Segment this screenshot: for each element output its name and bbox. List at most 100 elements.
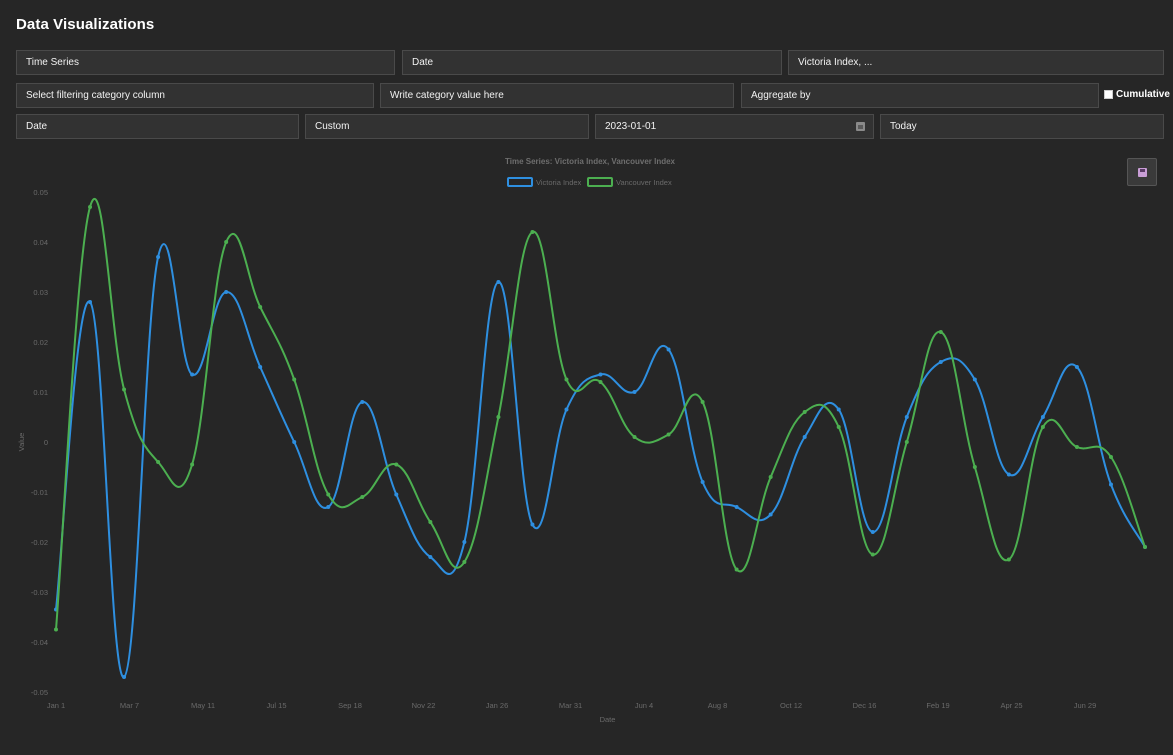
- y-columns-select[interactable]: Victoria Index, ...: [788, 50, 1164, 75]
- series-1-point: [870, 552, 875, 557]
- save-chart-button[interactable]: [1127, 158, 1157, 186]
- series-1-point: [972, 465, 977, 469]
- x-column-select[interactable]: Date: [402, 50, 782, 75]
- series-0-point: [734, 505, 739, 509]
- series-0-point: [496, 280, 501, 284]
- series-0-point: [1074, 365, 1079, 369]
- series-0-point: [802, 435, 807, 439]
- y-tick-label: 0.01: [33, 388, 48, 397]
- series-line-1: [55, 197, 1146, 630]
- x-tick-label: May 11: [191, 701, 215, 710]
- series-1-point: [1040, 425, 1045, 429]
- x-tick-label: Jun 4: [635, 701, 653, 710]
- cumulative-checkbox[interactable]: [1104, 90, 1113, 99]
- series-0-point: [972, 377, 977, 382]
- x-tick-label: Nov 22: [412, 701, 436, 710]
- series-0-point: [1006, 472, 1011, 477]
- series-0-point: [292, 440, 297, 444]
- series-1-point: [156, 460, 161, 464]
- y-tick-label: 0.02: [33, 338, 48, 347]
- series-0-point: [938, 360, 943, 364]
- series-0-point: [394, 492, 399, 497]
- series-0-point: [1108, 482, 1113, 487]
- series-0-point: [258, 365, 263, 369]
- series-1-point: [462, 560, 467, 564]
- cumulative-toggle[interactable]: Cumulative: [1104, 89, 1170, 100]
- series-1-point: [530, 230, 535, 234]
- legend-swatch-1: [587, 177, 613, 187]
- series-0-point: [530, 522, 535, 527]
- series-0-point: [190, 372, 195, 377]
- series-1-point: [292, 377, 297, 382]
- legend-label-0: Victoria Index: [536, 178, 582, 187]
- y-tick-label: 0.05: [33, 188, 48, 197]
- series-1-point: [1143, 545, 1147, 549]
- start-date-value: 2023-01-01: [605, 121, 657, 132]
- x-tick-label: Feb 19: [926, 701, 949, 710]
- x-tick-label: Jul 15: [266, 701, 286, 710]
- series-0-point: [156, 255, 161, 259]
- series-1-point: [122, 387, 127, 392]
- date-column-select[interactable]: Date: [16, 114, 299, 139]
- x-tick-label: Apr 25: [1000, 701, 1022, 710]
- series-1-point: [428, 520, 433, 524]
- y-tick-label: 0: [44, 438, 48, 447]
- series-0-point: [870, 530, 875, 534]
- series-1-point: [632, 435, 637, 439]
- series-1-point: [190, 462, 195, 467]
- series-1-point: [54, 627, 58, 632]
- series-0-point: [632, 390, 637, 394]
- series-1-point: [496, 415, 501, 419]
- series-0-point: [1040, 415, 1045, 419]
- chart-type-select[interactable]: Time Series: [16, 50, 395, 75]
- x-tick-label: Jun 29: [1074, 701, 1097, 710]
- series-1-point: [1108, 455, 1113, 459]
- series-0-point: [836, 407, 841, 412]
- series-1-point: [224, 240, 229, 244]
- series-0-point: [360, 400, 365, 404]
- y-tick-label: -0.04: [31, 638, 48, 647]
- series-1-point: [360, 495, 365, 499]
- series-0-point: [768, 512, 773, 517]
- cumulative-label: Cumulative: [1116, 89, 1170, 100]
- range-mode-select[interactable]: Custom: [305, 114, 589, 139]
- aggregate-select[interactable]: Aggregate by: [741, 83, 1099, 108]
- series-0-point: [122, 675, 127, 679]
- y-axis-label: Value: [17, 433, 26, 452]
- series-1-point: [564, 377, 569, 382]
- x-tick-label: Mar 31: [559, 701, 582, 710]
- x-tick-label: Aug 8: [708, 701, 728, 710]
- series-1-point: [768, 475, 773, 479]
- x-tick-label: Jan 26: [486, 701, 509, 710]
- series-0-point: [224, 290, 229, 294]
- x-tick-label: Jan 1: [47, 701, 65, 710]
- legend-label-1: Vancouver Index: [616, 178, 672, 187]
- series-1-point: [326, 492, 331, 497]
- series-1-point: [598, 380, 603, 384]
- chart-title: Time Series: Victoria Index, Vancouver I…: [505, 157, 676, 166]
- time-series-chart: Time Series: Victoria Index, Vancouver I…: [17, 157, 1147, 724]
- series-0-point: [428, 555, 433, 559]
- x-tick-label: Dec 16: [853, 701, 877, 710]
- series-0-point: [666, 347, 671, 352]
- series-1-point: [938, 330, 943, 334]
- filter-column-select[interactable]: Select filtering category column: [16, 83, 374, 108]
- series-line-0: [55, 243, 1146, 679]
- series-1-point: [904, 440, 909, 444]
- start-date-input[interactable]: 2023-01-01: [595, 114, 874, 139]
- end-date-select[interactable]: Today: [880, 114, 1164, 139]
- y-tick-label: 0.04: [33, 238, 48, 247]
- series-1-point: [258, 305, 263, 309]
- x-tick-label: Oct 12: [780, 701, 802, 710]
- y-tick-label: -0.02: [31, 538, 48, 547]
- calendar-icon[interactable]: [856, 122, 865, 131]
- series-1-point: [836, 425, 841, 429]
- series-0-point: [88, 300, 93, 304]
- page-title: Data Visualizations: [16, 16, 155, 33]
- filter-value-input[interactable]: Write category value here: [380, 83, 734, 108]
- floppy-disk-icon: [1138, 168, 1147, 177]
- series-1-point: [802, 410, 807, 414]
- series-1-point: [1006, 557, 1011, 562]
- series-1-point: [666, 432, 671, 437]
- y-tick-label: -0.03: [31, 588, 48, 597]
